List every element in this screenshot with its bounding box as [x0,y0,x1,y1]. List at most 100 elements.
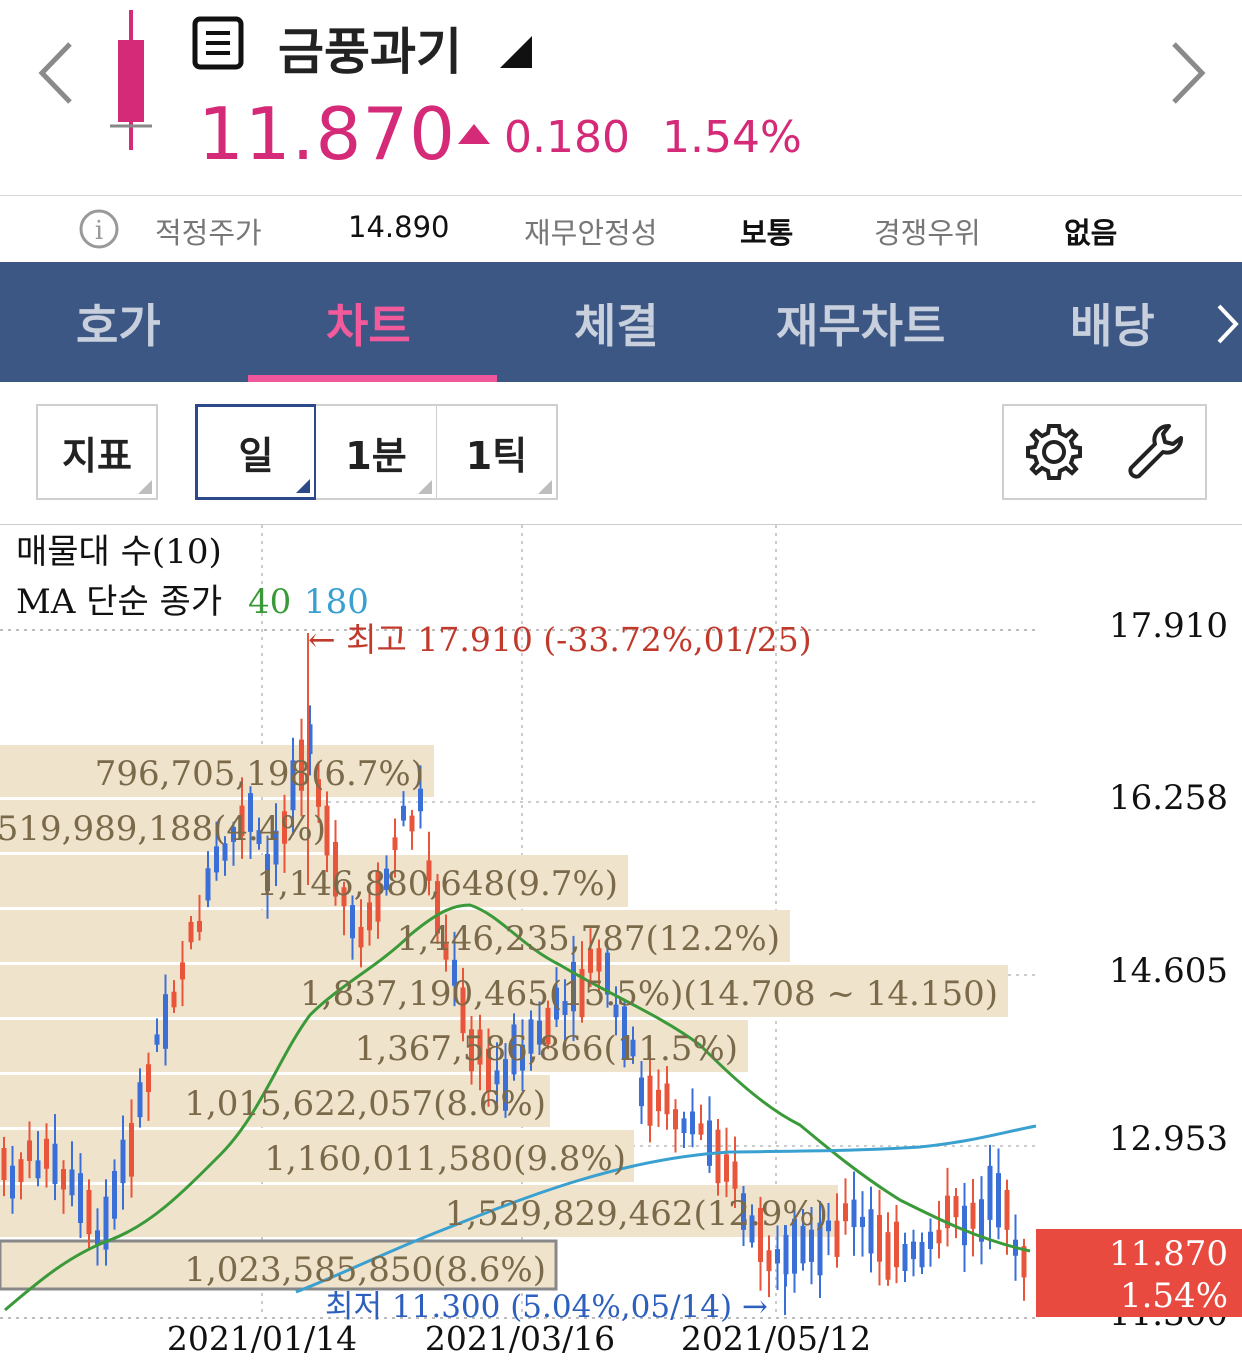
candle-body [61,1169,66,1190]
candle-body [758,1207,763,1262]
candle-body [375,871,381,922]
fair-price-value: 14.890 [348,210,450,244]
settings-button[interactable] [1002,404,1106,500]
up-arrow-icon [456,122,492,152]
legend-volume-profile: 매물대 수(10) [16,532,222,572]
candle-body [307,724,313,755]
volume-profile-label: 1,446,235,787(12.2%) [397,919,780,959]
tabs-more-icon[interactable] [1214,302,1240,350]
candle-body [826,1220,831,1232]
candle-body [52,1143,58,1184]
tools-button[interactable] [1104,404,1207,500]
candle-body [775,1249,780,1264]
period-1tick-button[interactable]: 1틱 [437,404,558,500]
legend-ma-180: 180 [304,582,369,622]
candle-body [911,1241,916,1260]
candle-body [996,1173,1001,1228]
candle-body [537,1020,542,1045]
y-tick-label: 14.605 [1109,951,1228,991]
candlesticks [1,633,1027,1315]
chevron-right-icon[interactable] [1166,38,1210,124]
stability-label: 재무안정성 [524,216,658,250]
y-tick-label: 17.910 [1109,606,1228,646]
candle-body [112,1170,117,1219]
candle-body [103,1196,109,1250]
candle-body [290,760,296,811]
candle-body [766,1250,772,1272]
tab-financial-chart[interactable]: 재무차트 [776,299,946,353]
chevron-left-icon[interactable] [34,38,78,124]
volume-profile-label: 1,015,622,057(8.6%) [184,1084,546,1124]
candle-body [44,1138,49,1169]
candle-body [78,1173,83,1223]
candle-body [282,811,287,844]
candle-body [324,805,330,856]
candle-body [605,952,610,995]
competitive-label: 경쟁우위 [874,216,981,250]
candle-body [443,943,449,960]
current-price-box [1036,1229,1242,1317]
volume-profile-label: 1,529,829,462(12.9%) [445,1194,828,1234]
candle-body [622,1006,627,1059]
info-icon[interactable]: i [78,208,120,257]
candle-body [392,837,398,851]
candle-body [588,948,593,973]
indicator-label: 지표 [62,433,132,478]
candle-body [868,1209,874,1254]
candle-body [936,1229,942,1244]
indicator-button[interactable]: 지표 [36,404,158,500]
candle-body [205,868,211,901]
low-annotation: 최저 11.300 (5.04%,05/14) → [325,1289,768,1325]
candle-body [350,905,355,939]
candle-body [596,948,602,972]
vp-bar-9 [0,1185,838,1237]
period-daily-button[interactable]: 일 [195,404,317,500]
candle-body [188,921,194,943]
dropdown-triangle-icon[interactable] [498,34,534,74]
vp-bar-2 [0,800,326,852]
candle-body [69,1169,75,1196]
volume-profile-label: 1,023,585,850(8.6%) [184,1250,546,1290]
high-annotation: ← 최고 17.910 (-33.72%,01/25) [308,620,812,659]
x-tick-label: 2021/01/14 [167,1319,357,1358]
period-1min-button[interactable]: 1분 [316,404,438,500]
candlestick-icon [108,10,154,159]
candle-body [681,1118,687,1134]
stock-name[interactable]: 금풍과기 [278,23,462,81]
candle-body [656,1089,661,1112]
candle-body [120,1139,126,1184]
x-tick-label: 2021/05/12 [681,1319,871,1358]
candle-body [707,1120,712,1166]
tab-hoga[interactable]: 호가 [76,299,161,353]
candle-body [486,1048,491,1093]
x-tick-label: 2021/03/16 [425,1319,615,1358]
stock-header: 금풍과기 11.870 0.180 1.54% [0,0,1242,196]
tab-chart[interactable]: 차트 [326,299,411,353]
candle-body [809,1229,814,1262]
candle-body [367,902,372,931]
candle-body [834,1220,840,1257]
candle-body [146,1064,151,1092]
svg-text:i: i [95,216,103,246]
candle-body [724,1154,729,1182]
candle-body [1004,1189,1010,1230]
tab-trades[interactable]: 체결 [574,299,659,353]
volume-profile-label: 1,160,011,580(9.8%) [264,1139,626,1179]
candle-body [171,991,177,1008]
candle-body [613,1004,619,1018]
current-price: 11.870 [198,92,456,176]
candle-body [962,1205,967,1246]
price-chart-svg: ← 최고 17.910 (-33.72%,01/25) 최저 11.300 (5… [0,525,1242,1358]
document-icon[interactable] [192,16,244,74]
candle-body [1,1148,7,1181]
candle-body [333,842,338,897]
gear-icon [1026,424,1082,480]
stability-value: 보통 [740,216,794,250]
candle-body [664,1083,670,1115]
volume-profile-label: 519,989,188(4.4%) [0,809,326,849]
tab-dividend[interactable]: 배당 [1070,299,1155,353]
price-chart[interactable]: ← 최고 17.910 (-33.72%,01/25) 최저 11.300 (5… [0,525,1242,1363]
candle-body [27,1140,32,1162]
vp-bar-4 [0,910,790,962]
candle-body [10,1165,15,1199]
